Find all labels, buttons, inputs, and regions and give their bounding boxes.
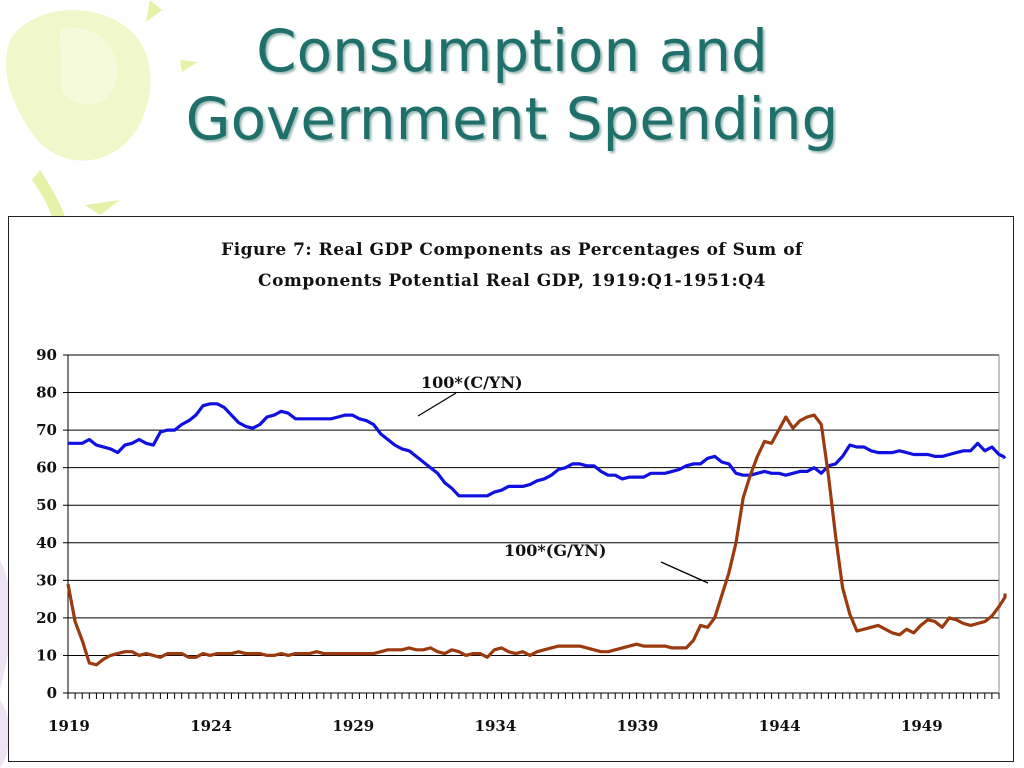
x-tick-label: 1934 — [475, 717, 517, 735]
y-tick-label: 10 — [36, 646, 57, 664]
x-tick-label: 1929 — [332, 717, 374, 735]
y-tick-label: 30 — [36, 571, 57, 589]
y-tick-label: 60 — [36, 459, 57, 477]
annotation-g-yn: 100*(G/YN) — [504, 541, 606, 560]
slide-title-line2: Government Spending — [185, 85, 839, 153]
y-tick-label: 20 — [36, 609, 57, 627]
y-tick-label: 50 — [36, 496, 57, 514]
slide-title-line1: Consumption and — [256, 17, 768, 85]
y-tick-label: 40 — [36, 534, 57, 552]
annotation-leader-c-yn — [417, 392, 457, 417]
y-tick-label: 0 — [47, 684, 57, 702]
chart-frame: Figure 7: Real GDP Components as Percent… — [8, 216, 1014, 762]
series-line-g-yn — [66, 413, 1007, 667]
y-tick-label: 80 — [36, 384, 57, 402]
x-tick-label: 1944 — [759, 717, 801, 735]
series-line-c-yn — [68, 402, 1007, 498]
x-tick-label: 1919 — [48, 717, 90, 735]
chart-title-line2: Components Potential Real GDP, 1919:Q1-1… — [258, 271, 766, 291]
x-tick-label: 1939 — [617, 717, 659, 735]
y-tick-label: 70 — [36, 421, 57, 439]
y-tick-label: 90 — [36, 346, 57, 364]
annotation-c-yn: 100*(C/YN) — [421, 373, 523, 392]
chart-title-line1: Figure 7: Real GDP Components as Percent… — [221, 240, 803, 260]
annotation-leader-g-yn — [660, 561, 709, 584]
x-tick-label: 1949 — [901, 717, 943, 735]
x-tick-label: 1924 — [190, 717, 232, 735]
line-chart: 0 10 20 30 40 50 60 70 80 90 1919 1924 1929 1934 1939 1… — [36, 346, 1007, 735]
